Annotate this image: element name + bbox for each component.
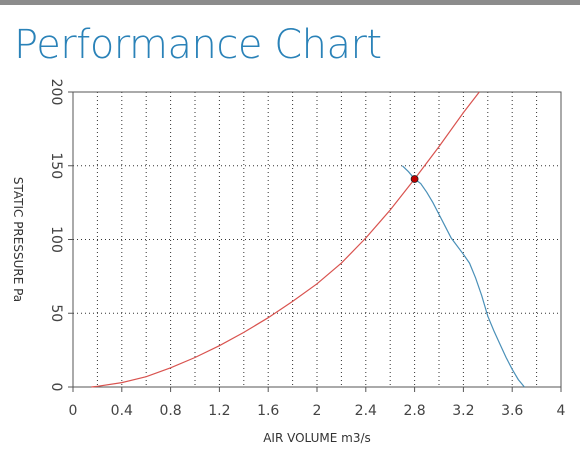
series-line-1 bbox=[401, 165, 525, 388]
x-axis-label: AIR VOLUME m3/s bbox=[263, 431, 371, 445]
x-tick-label: 2.4 bbox=[355, 403, 377, 419]
grid bbox=[68, 91, 562, 392]
x-tick-labels: 0 0.4 0.8 1.2 1.6 2 2.4 2.8 3.2 3.6 4 bbox=[69, 403, 566, 419]
operating-point-marker bbox=[410, 175, 419, 183]
y-tick-label: 100 bbox=[48, 226, 64, 253]
series-line-0 bbox=[91, 91, 480, 388]
x-tick-label: 0 bbox=[69, 403, 78, 419]
x-tick-label: 0.4 bbox=[111, 403, 133, 419]
x-tick-label: 3.2 bbox=[452, 403, 474, 419]
series bbox=[91, 91, 525, 388]
y-tick-label: 150 bbox=[48, 152, 64, 179]
y-axis-label: STATIC PRESSURE Pa bbox=[11, 177, 25, 302]
x-tick-label: 1.6 bbox=[257, 403, 279, 419]
y-tick-label: 200 bbox=[48, 79, 64, 106]
x-tick-label: 3.6 bbox=[501, 403, 523, 419]
x-tick-label: 2.8 bbox=[403, 403, 425, 419]
top-divider bbox=[0, 0, 580, 5]
x-tick-label: 0.8 bbox=[159, 403, 181, 419]
x-tick-label: 4 bbox=[557, 403, 566, 419]
y-tick-labels: 0 50 100 150 200 bbox=[48, 79, 64, 392]
y-tick-label: 50 bbox=[48, 304, 64, 322]
x-tick-label: 1.2 bbox=[208, 403, 230, 419]
y-tick-label: 0 bbox=[48, 383, 64, 392]
x-tick-label: 2 bbox=[313, 403, 322, 419]
chart-title: Performance Chart bbox=[14, 22, 382, 68]
